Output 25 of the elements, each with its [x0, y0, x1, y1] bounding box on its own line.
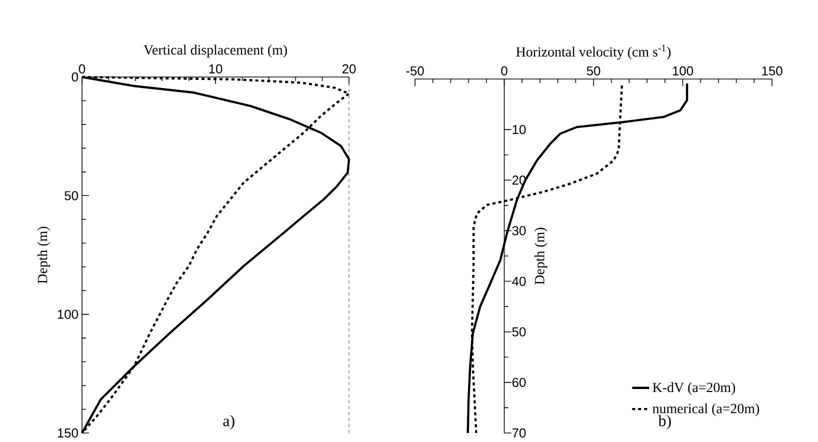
annotation: b): [658, 415, 671, 430]
x-tick-label: 100: [672, 66, 694, 76]
y-tick-label: 30: [512, 226, 526, 236]
x-tick-label: 50: [586, 66, 600, 76]
y-tick-label: 50: [512, 327, 526, 336]
y-tick-label: 100: [58, 310, 78, 319]
x-tick-label: -50: [406, 66, 424, 76]
y-tick-label: 50: [64, 191, 78, 200]
y-tick-label: 150: [58, 428, 78, 438]
x-tick-label: 20: [342, 64, 356, 74]
y-tick-label: 40: [512, 276, 526, 286]
x-tick-label: 150: [762, 66, 782, 76]
legend-label: K-dV (a=20m): [652, 382, 736, 395]
y-tick-label: 70: [512, 428, 526, 438]
x-tick-label: 0: [501, 66, 508, 76]
y-axis-title: Depth (m): [37, 226, 50, 284]
y-axis-title: Depth (m): [534, 228, 548, 284]
x-axis-title: Horizontal velocity (cm s$^{-1}$): [516, 44, 671, 60]
legend-label: numerical (a=20m): [652, 403, 760, 416]
x-axis-title: Vertical displacement (m): [144, 44, 287, 58]
x-tick-label: 10: [209, 64, 222, 74]
y-tick-label: 60: [512, 378, 526, 387]
x-tick-label: 0: [78, 64, 86, 74]
y-tick-label: 10: [512, 124, 526, 134]
annotation: a): [223, 415, 234, 430]
